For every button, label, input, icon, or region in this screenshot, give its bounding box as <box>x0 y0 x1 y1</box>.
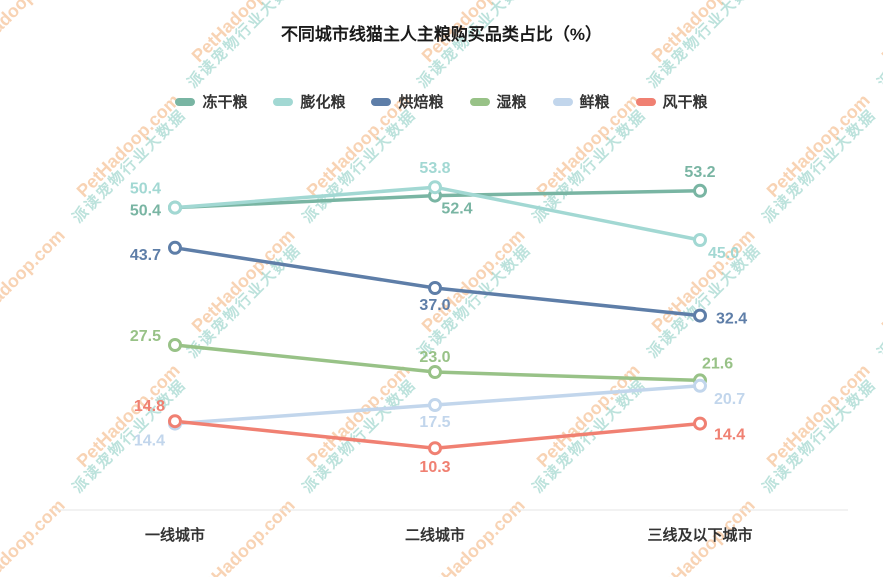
data-point-freeze-dried-food-2 <box>693 183 707 198</box>
data-point-puffed-food-0 <box>168 200 182 215</box>
legend-marker-wet-food <box>469 97 490 106</box>
legend-label-wet-food: 湿粮 <box>496 94 527 111</box>
data-point-fresh-food-1 <box>428 398 442 412</box>
data-point-baked-food-2 <box>693 308 707 323</box>
data-point-air-dried-food-1 <box>428 441 442 456</box>
data-point-puffed-food-2 <box>693 233 707 247</box>
legend-item-fresh-food[interactable]: 鲜粮 <box>552 91 610 112</box>
legend-label-air-dried-food: 风干粮 <box>662 94 708 111</box>
data-label-air-dried-food-2: 14.4 <box>714 427 745 444</box>
data-label-wet-food-1: 23.0 <box>419 349 450 366</box>
data-label-puffed-food-1: 53.8 <box>419 160 450 177</box>
data-label-puffed-food-2: 45.0 <box>708 245 739 262</box>
data-label-freeze-dried-food-1: 52.4 <box>441 201 472 218</box>
legend-marker-air-dried-food <box>635 97 656 106</box>
legend-marker-freeze-dried-food <box>175 97 196 106</box>
data-label-baked-food-0: 43.7 <box>130 247 161 264</box>
data-label-puffed-food-0: 50.4 <box>130 181 161 198</box>
data-point-wet-food-0 <box>168 338 182 352</box>
legend-marker-fresh-food <box>552 97 573 106</box>
data-point-air-dried-food-2 <box>693 416 707 431</box>
chart-title: 不同城市线猫主人主粮购买品类占比（%） <box>280 25 603 44</box>
data-label-fresh-food-2: 20.7 <box>714 391 745 408</box>
data-point-fresh-food-2 <box>693 378 707 393</box>
data-point-air-dried-food-0 <box>168 414 182 429</box>
data-point-puffed-food-1 <box>428 180 442 195</box>
legend-item-puffed-food[interactable]: 膨化粮 <box>273 91 345 112</box>
x-axis-label-0: 一线城市 <box>145 526 205 544</box>
data-label-baked-food-2: 32.4 <box>716 311 747 328</box>
legend-label-puffed-food: 膨化粮 <box>300 94 346 111</box>
data-label-wet-food-0: 27.5 <box>130 328 161 345</box>
data-label-wet-food-2: 21.6 <box>702 355 733 372</box>
legend-marker-baked-food <box>371 97 392 106</box>
data-label-fresh-food-1: 17.5 <box>419 414 450 431</box>
legend-item-air-dried-food[interactable]: 风干粮 <box>635 91 708 112</box>
x-axis-label-1: 二线城市 <box>405 526 465 544</box>
data-point-baked-food-0 <box>168 240 182 255</box>
data-label-air-dried-food-1: 10.3 <box>419 459 450 476</box>
data-point-wet-food-1 <box>428 365 442 379</box>
legend-item-freeze-dried-food[interactable]: 冻干粮 <box>175 91 247 112</box>
legend-item-wet-food[interactable]: 湿粮 <box>469 91 527 112</box>
data-point-baked-food-1 <box>428 281 442 295</box>
legend-label-baked-food: 烘焙粮 <box>398 94 444 111</box>
legend-label-freeze-dried-food: 冻干粮 <box>202 94 248 111</box>
data-label-freeze-dried-food-2: 53.2 <box>684 164 715 181</box>
legend-item-baked-food[interactable]: 烘焙粮 <box>371 91 444 112</box>
legend-marker-puffed-food <box>273 97 294 106</box>
data-label-freeze-dried-food-0: 50.4 <box>130 203 161 220</box>
data-label-fresh-food-0: 14.4 <box>134 433 165 450</box>
x-axis-label-2: 三线及以下城市 <box>647 526 752 544</box>
legend-label-fresh-food: 鲜粮 <box>579 94 610 111</box>
chart-legend: 冻干粮 膨化粮 烘焙粮 湿粮 鲜粮 风干粮 <box>0 91 883 112</box>
data-label-baked-food-1: 37.0 <box>419 297 450 314</box>
data-label-air-dried-food-0: 14.8 <box>134 398 165 415</box>
